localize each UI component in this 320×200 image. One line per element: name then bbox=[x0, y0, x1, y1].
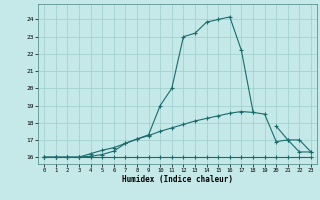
X-axis label: Humidex (Indice chaleur): Humidex (Indice chaleur) bbox=[122, 175, 233, 184]
